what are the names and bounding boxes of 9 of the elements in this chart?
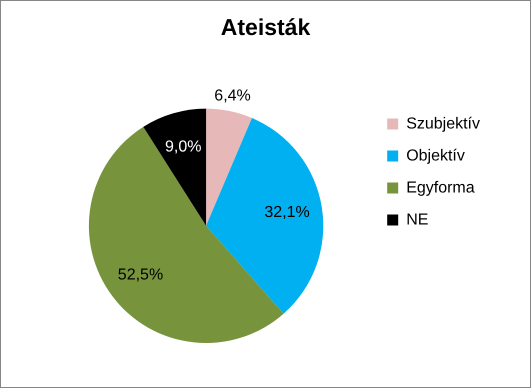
legend-label: Objektív xyxy=(406,147,465,164)
data-label: 52,5% xyxy=(118,266,164,284)
legend-label: Szubjektív xyxy=(406,115,480,132)
legend-label: Egyforma xyxy=(406,179,475,196)
data-label: 32,1% xyxy=(264,204,310,222)
data-label: 6,4% xyxy=(214,87,251,104)
chart-title: Ateisták xyxy=(220,14,310,40)
legend-label: NE xyxy=(406,211,428,228)
data-label: 9,0% xyxy=(164,138,202,156)
